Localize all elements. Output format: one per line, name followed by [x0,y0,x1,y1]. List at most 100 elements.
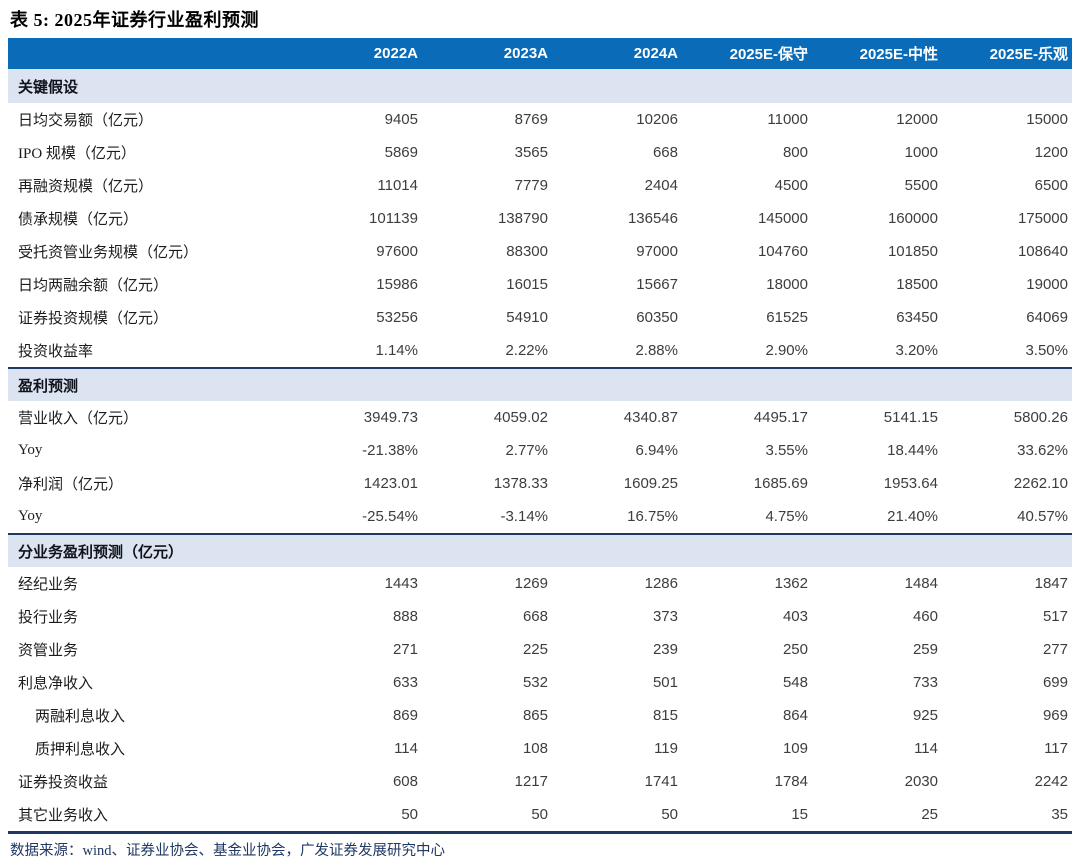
cell-value: 1200 [1034,144,1068,161]
cell-value: 699 [1042,674,1068,691]
cell-value: 888 [392,608,418,625]
row-label: 其它业务收入 [18,808,109,824]
row-label: 净利润（亿元） [18,477,124,493]
cell-value: 160000 [887,210,938,227]
cell-value: 11000 [767,111,808,128]
cell-value: 1378.33 [493,475,548,492]
cell-value: 16015 [506,276,548,293]
cell-value: 225 [522,641,548,658]
column-header-2025e-conservative: 2025E-保守 [729,46,808,63]
forecast-table: 2022A 2023A 2024A 2025E-保守 2025E-中性 2025… [8,38,1072,834]
cell-value: 119 [654,740,678,757]
cell-value: 864 [782,707,808,724]
cell-value: 15 [791,806,808,823]
cell-value: 239 [652,641,678,658]
cell-value: 61525 [766,309,808,326]
cell-value: 1286 [644,575,678,592]
cell-value: -3.14% [500,508,548,525]
row-label: 债承规模（亿元） [18,212,139,228]
cell-value: 1362 [774,575,808,592]
cell-value: 633 [392,674,418,691]
row-label: IPO 规模（亿元） [18,146,136,162]
cell-value: 15000 [1026,111,1068,128]
cell-value: -21.38% [362,442,418,459]
row-label: 证券投资收益 [18,775,109,791]
cell-value: 1685.69 [753,475,808,492]
column-header-2022a: 2022A [373,45,418,62]
row-label: 投资收益率 [18,344,94,360]
cell-value: 3565 [514,144,548,161]
cell-value: 117 [1044,740,1068,757]
table-row: 受托资管业务规模（亿元） 97600 88300 97000 104760 101850 1… [8,235,1072,268]
cell-value: 1.14% [375,342,418,359]
cell-value: 1484 [904,575,938,592]
cell-value: 2242 [1034,773,1068,790]
cell-value: 6500 [1034,177,1068,194]
table-row: Yoy -25.54% -3.14% 16.75% 4.75% 21.40% 40.57% [8,500,1072,533]
cell-value: 1000 [904,144,938,161]
cell-value: 865 [522,707,548,724]
table-row: 日均交易额（亿元） 9405 8769 10206 11000 12000 15000 [8,103,1072,136]
cell-value: 12000 [896,111,938,128]
cell-value: 25 [921,806,938,823]
cell-value: 2.90% [765,342,808,359]
cell-value: 50 [401,806,418,823]
cell-value: 3.50% [1025,342,1068,359]
cell-value: 63450 [896,309,938,326]
cell-value: 1784 [774,773,808,790]
cell-value: 403 [782,608,808,625]
cell-value: 1269 [514,575,548,592]
section-header-label: 分业务盈利预测（亿元） [18,544,184,561]
column-header-2025e-optimistic: 2025E-乐观 [989,46,1068,63]
cell-value: -25.54% [362,508,418,525]
row-label: 营业收入（亿元） [18,411,139,427]
cell-value: 104760 [757,243,808,260]
cell-value: 4500 [774,177,808,194]
table-row: IPO 规模（亿元） 5869 3565 668 800 1000 1200 [8,136,1072,169]
table-row: 经纪业务 1443 1269 1286 1362 1484 1847 [8,567,1072,600]
section-header-label: 盈利预测 [18,378,79,395]
row-label: 利息净收入 [18,676,94,692]
column-header-2025e-neutral: 2025E-中性 [859,46,938,63]
cell-value: 4495.17 [753,409,808,426]
cell-value: 925 [912,707,938,724]
cell-value: 88300 [506,243,548,260]
cell-value: 733 [912,674,938,691]
cell-value: 5500 [904,177,938,194]
cell-value: 2404 [644,177,678,194]
row-label: 资管业务 [18,643,79,659]
table-row: 再融资规模（亿元） 11014 7779 2404 4500 5500 6500 [8,169,1072,202]
cell-value: 460 [912,608,938,625]
row-label: 质押利息收入 [35,742,126,758]
table-row: 质押利息收入 114 108 119 109 114 117 [8,732,1072,765]
cell-value: 250 [782,641,808,658]
cell-value: 1847 [1034,575,1068,592]
table-row: 其它业务收入 50 50 50 15 25 35 [8,798,1072,831]
cell-value: 64069 [1026,309,1068,326]
cell-value: 114 [394,740,418,757]
cell-value: 1741 [644,773,678,790]
cell-value: 815 [652,707,678,724]
cell-value: 2.77% [505,442,548,459]
cell-value: 1609.25 [623,475,678,492]
cell-value: 10206 [636,111,678,128]
cell-value: 138790 [497,210,548,227]
cell-value: 18.44% [887,442,938,459]
cell-value: 54910 [506,309,548,326]
cell-value: 259 [912,641,938,658]
cell-value: 668 [522,608,548,625]
cell-value: 1217 [514,773,548,790]
row-label: Yoy [18,508,43,524]
cell-value: 11014 [377,177,418,194]
table-row: 日均两融余额（亿元） 15986 16015 15667 18000 18500 19000 [8,268,1072,301]
cell-value: 517 [1042,608,1068,625]
cell-value: 969 [1042,707,1068,724]
cell-value: 50 [531,806,548,823]
cell-value: 16.75% [627,508,678,525]
cell-value: 60350 [636,309,678,326]
row-label: 两融利息收入 [35,709,126,725]
cell-value: 8769 [514,111,548,128]
cell-value: 114 [914,740,938,757]
cell-value: 109 [782,740,808,757]
table-row: 投资收益率 1.14% 2.22% 2.88% 2.90% 3.20% 3.50% [8,334,1072,367]
